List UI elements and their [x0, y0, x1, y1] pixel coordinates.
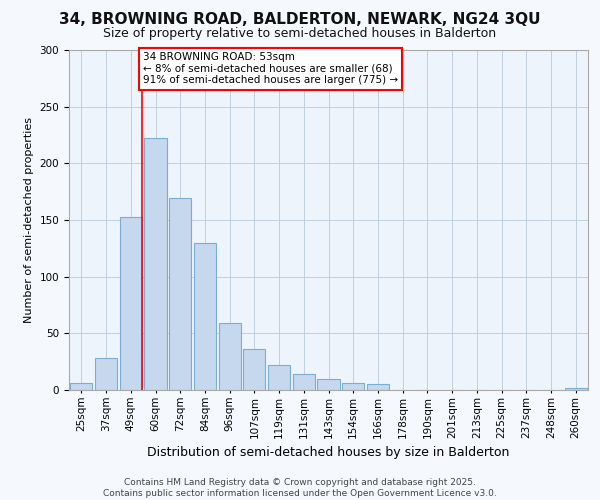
Text: Size of property relative to semi-detached houses in Balderton: Size of property relative to semi-detach…	[103, 28, 497, 40]
Bar	[317, 378, 340, 390]
Bar	[70, 383, 92, 390]
Bar	[194, 242, 216, 390]
Bar	[95, 358, 117, 390]
Bar	[268, 365, 290, 390]
Text: Contains HM Land Registry data © Crown copyright and database right 2025.
Contai: Contains HM Land Registry data © Crown c…	[103, 478, 497, 498]
Bar	[169, 198, 191, 390]
Text: 34 BROWNING ROAD: 53sqm
← 8% of semi-detached houses are smaller (68)
91% of sem: 34 BROWNING ROAD: 53sqm ← 8% of semi-det…	[143, 52, 398, 86]
Bar	[145, 138, 167, 390]
X-axis label: Distribution of semi-detached houses by size in Balderton: Distribution of semi-detached houses by …	[148, 446, 509, 459]
Bar	[119, 216, 142, 390]
Y-axis label: Number of semi-detached properties: Number of semi-detached properties	[24, 117, 34, 323]
Bar	[342, 383, 364, 390]
Bar	[367, 384, 389, 390]
Bar	[565, 388, 587, 390]
Text: 34, BROWNING ROAD, BALDERTON, NEWARK, NG24 3QU: 34, BROWNING ROAD, BALDERTON, NEWARK, NG…	[59, 12, 541, 28]
Bar	[218, 323, 241, 390]
Bar	[243, 349, 265, 390]
Bar	[293, 374, 315, 390]
